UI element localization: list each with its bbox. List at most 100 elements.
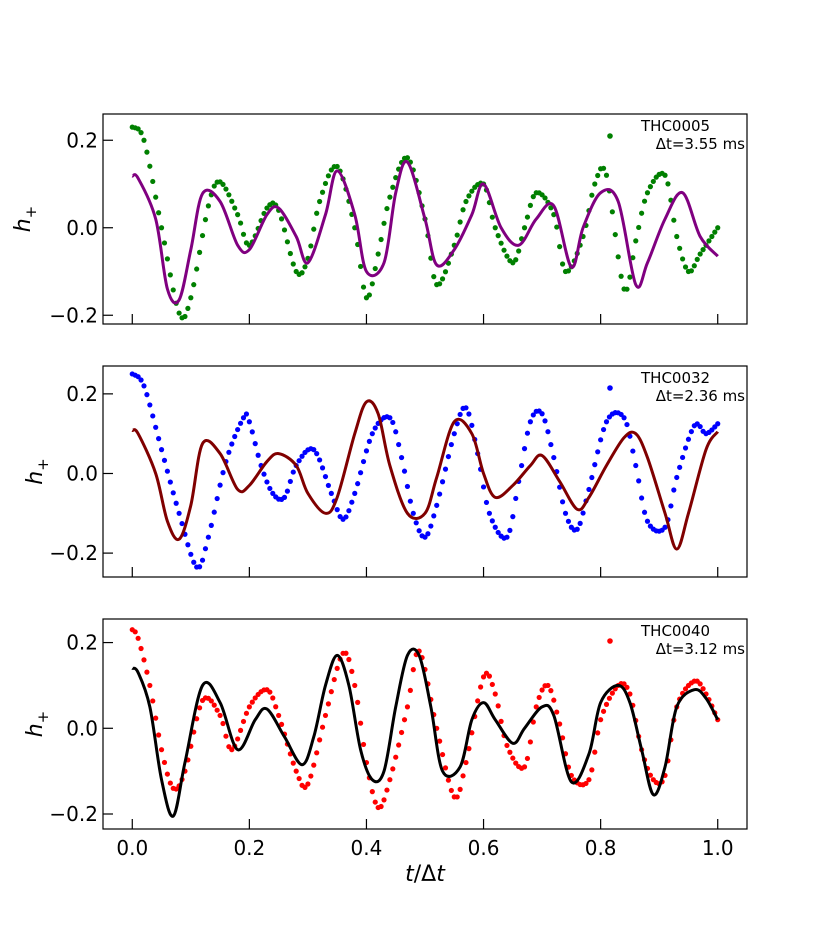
- data-point: [349, 668, 355, 675]
- data-point: [603, 701, 610, 707]
- data-point: [685, 436, 692, 442]
- data-point: [495, 233, 501, 239]
- data-point: [697, 423, 703, 430]
- y-tick-label: 0.2: [66, 128, 98, 152]
- series-dots: [129, 627, 721, 811]
- data-point: [334, 163, 340, 170]
- data-point: [618, 273, 624, 279]
- data-point: [214, 495, 220, 502]
- data-point: [290, 261, 296, 267]
- data-point: [311, 762, 317, 768]
- data-point: [416, 528, 422, 534]
- data-point: [138, 645, 144, 652]
- data-point: [290, 760, 296, 766]
- data-point: [536, 694, 542, 701]
- data-point: [287, 250, 293, 257]
- data-point: [366, 438, 372, 444]
- data-point: [319, 189, 326, 195]
- data-point: [466, 193, 472, 199]
- data-point: [539, 411, 545, 417]
- data-point: [240, 415, 247, 421]
- data-point: [513, 495, 519, 502]
- data-point: [682, 686, 689, 692]
- data-point: [147, 163, 153, 169]
- data-point: [369, 789, 375, 795]
- data-point: [158, 747, 165, 753]
- data-point: [208, 522, 214, 528]
- data-point: [325, 701, 331, 707]
- data-point: [296, 775, 302, 782]
- data-point: [232, 433, 238, 440]
- data-point: [393, 429, 399, 435]
- data-point: [624, 684, 630, 690]
- data-point: [393, 754, 399, 760]
- data-point: [278, 721, 285, 727]
- data-point: [706, 238, 712, 244]
- data-point: [586, 486, 592, 493]
- legend-marker: [607, 133, 613, 139]
- data-point: [592, 181, 598, 187]
- data-point: [548, 688, 554, 694]
- data-point: [328, 490, 334, 496]
- data-point: [492, 691, 498, 697]
- data-point: [290, 469, 296, 475]
- data-point: [153, 715, 159, 721]
- data-point: [363, 448, 370, 454]
- data-point: [600, 426, 607, 433]
- plot-area: [129, 124, 721, 321]
- data-point: [349, 499, 355, 505]
- data-point: [381, 220, 387, 226]
- data-point: [197, 564, 203, 570]
- data-point: [237, 220, 244, 226]
- data-point: [677, 464, 683, 470]
- data-point: [621, 681, 627, 687]
- data-point: [589, 192, 595, 198]
- data-point: [237, 727, 244, 733]
- data-point: [237, 420, 244, 426]
- data-point: [460, 773, 466, 779]
- data-point: [167, 479, 173, 485]
- data-point: [158, 447, 165, 453]
- data-point: [530, 194, 536, 200]
- y-tick-label: 0.0: [66, 716, 98, 740]
- data-point: [595, 172, 601, 179]
- data-point: [586, 777, 592, 783]
- data-point: [671, 217, 677, 223]
- data-point: [135, 126, 141, 132]
- data-point: [281, 227, 288, 233]
- data-point: [633, 462, 639, 469]
- data-point: [141, 657, 147, 663]
- data-point: [600, 165, 607, 171]
- data-point: [220, 470, 226, 476]
- y-tick-label: 0.2: [66, 631, 98, 655]
- data-point: [360, 458, 367, 465]
- data-point: [662, 172, 668, 178]
- data-point: [548, 441, 554, 448]
- data-point: [188, 295, 194, 301]
- data-point: [715, 421, 721, 427]
- data-point: [360, 284, 367, 290]
- data-point: [352, 682, 358, 689]
- data-point: [439, 479, 446, 485]
- data-point: [615, 254, 621, 260]
- data-point: [577, 520, 583, 526]
- data-point: [425, 531, 431, 537]
- data-point: [445, 777, 452, 783]
- data-point: [542, 418, 548, 424]
- data-point: [229, 441, 235, 447]
- data-point: [278, 216, 285, 222]
- data-point: [135, 635, 141, 641]
- data-point: [384, 205, 390, 212]
- data-point: [384, 787, 390, 793]
- data-point: [437, 281, 443, 287]
- data-point: [158, 225, 165, 231]
- data-point: [144, 669, 150, 675]
- data-point: [229, 198, 235, 204]
- data-point: [226, 192, 232, 198]
- data-point: [396, 441, 402, 448]
- data-point: [516, 248, 522, 254]
- data-point: [524, 755, 531, 762]
- plot-area: [129, 371, 721, 570]
